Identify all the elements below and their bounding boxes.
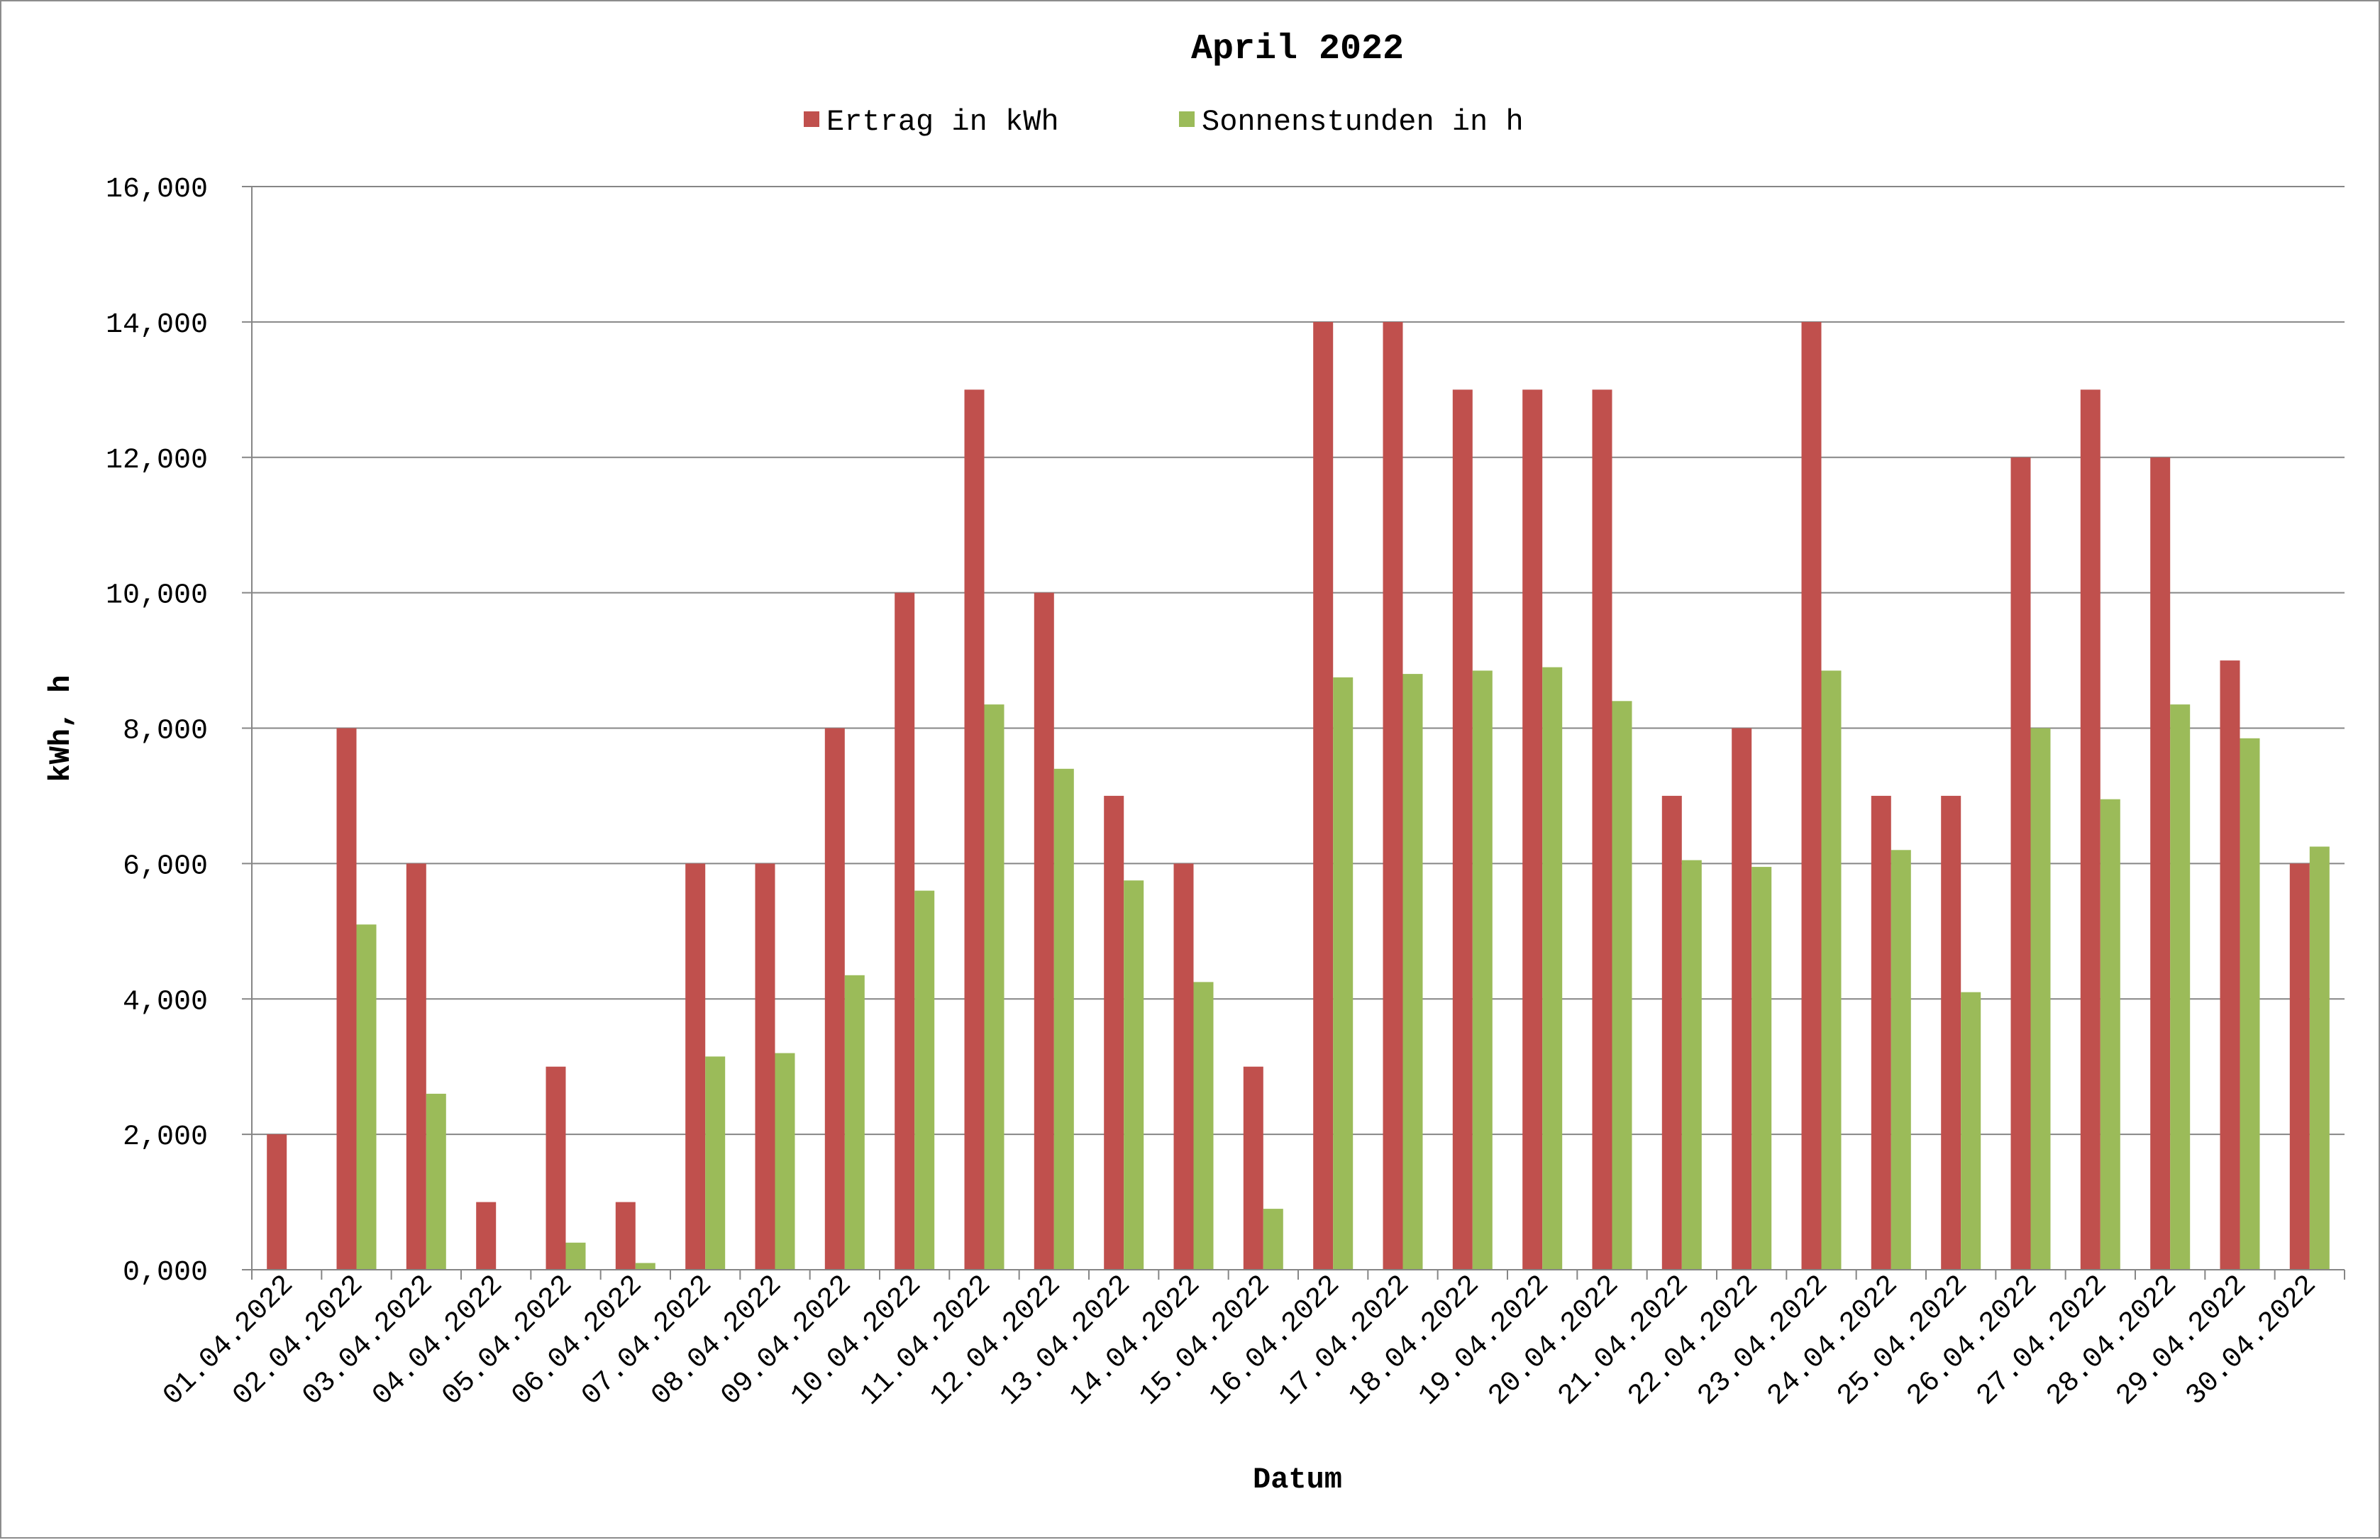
bar-ertrag-13 [1104, 795, 1124, 1270]
bar-ertrag-16 [1313, 321, 1334, 1270]
bar-ertrag-9 [824, 728, 845, 1270]
y-tick-label: 0,000 [123, 1257, 208, 1289]
bar-sonnenstunden-26 [2030, 728, 2051, 1270]
bar-sonnenstunden-5 [565, 1242, 586, 1270]
bar-ertrag-5 [546, 1066, 566, 1270]
bar-ertrag-30 [2289, 863, 2310, 1270]
bar-ertrag-14 [1173, 863, 1194, 1270]
bar-sonnenstunden-30 [2309, 846, 2330, 1270]
y-axis-title: kWh, h [44, 675, 78, 782]
bar-ertrag-24 [1871, 795, 1891, 1270]
x-axis-ticks: 01.04.202202.04.202203.04.202204.04.2022… [157, 1269, 2345, 1412]
gridlines [252, 186, 2345, 1136]
legend-label-ertrag: Ertrag in kWh [826, 105, 1059, 139]
bar-ertrag-4 [476, 1202, 497, 1270]
bar-sonnenstunden-28 [2170, 704, 2191, 1270]
bar-sonnenstunden-22 [1751, 867, 1772, 1270]
bar-ertrag-23 [1801, 321, 1822, 1270]
x-axis-title: Datum [1253, 1463, 1342, 1497]
bar-ertrag-21 [1661, 795, 1682, 1270]
bar-ertrag-26 [2010, 457, 2031, 1270]
bar-ertrag-3 [406, 863, 426, 1270]
y-tick-label: 8,000 [123, 716, 208, 748]
bar-ertrag-29 [2220, 660, 2240, 1270]
bar-sonnenstunden-16 [1333, 677, 1354, 1270]
bar-ertrag-1 [267, 1134, 287, 1270]
bar-ertrag-19 [1522, 389, 1543, 1270]
bar-sonnenstunden-9 [844, 975, 865, 1270]
bar-ertrag-8 [755, 863, 775, 1270]
legend-swatch-sonnenstunden [1179, 111, 1195, 127]
bar-ertrag-27 [2080, 389, 2101, 1270]
y-tick-label: 4,000 [123, 986, 208, 1018]
legend: Ertrag in kWh Sonnenstunden in h [804, 105, 1524, 139]
bar-sonnenstunden-19 [1542, 667, 1563, 1270]
bar-sonnenstunden-20 [1612, 701, 1632, 1270]
bar-sonnenstunden-15 [1263, 1209, 1283, 1270]
chart-title: April 2022 [1191, 29, 1404, 70]
bar-sonnenstunden-10 [914, 890, 935, 1270]
bar-ertrag-10 [895, 592, 915, 1270]
bar-ertrag-15 [1243, 1066, 1263, 1270]
bar-sonnenstunden-29 [2240, 738, 2260, 1270]
bar-sonnenstunden-8 [775, 1053, 795, 1270]
bar-sonnenstunden-13 [1124, 880, 1144, 1270]
bar-sonnenstunden-24 [1891, 850, 1911, 1270]
y-tick-label: 14,000 [106, 309, 208, 341]
bar-sonnenstunden-14 [1193, 982, 1214, 1270]
bar-sonnenstunden-23 [1821, 670, 1842, 1270]
bars [267, 321, 2330, 1270]
bar-sonnenstunden-7 [705, 1056, 726, 1270]
bar-ertrag-17 [1383, 321, 1403, 1270]
bar-ertrag-22 [1732, 728, 1752, 1270]
bar-ertrag-25 [1941, 795, 1961, 1270]
y-tick-label: 10,000 [106, 580, 208, 612]
y-tick-label: 2,000 [123, 1121, 208, 1153]
bar-ertrag-11 [964, 389, 985, 1270]
bar-sonnenstunden-27 [2100, 799, 2120, 1270]
bar-ertrag-7 [685, 863, 706, 1270]
bar-sonnenstunden-11 [984, 704, 1004, 1270]
bar-ertrag-2 [336, 728, 357, 1270]
bar-sonnenstunden-17 [1402, 674, 1423, 1270]
bar-sonnenstunden-21 [1681, 860, 1702, 1270]
bar-sonnenstunden-2 [356, 924, 377, 1270]
legend-swatch-ertrag [804, 111, 819, 127]
bar-ertrag-20 [1592, 389, 1612, 1270]
bar-sonnenstunden-12 [1053, 768, 1074, 1270]
bar-sonnenstunden-18 [1472, 670, 1493, 1270]
y-tick-label: 12,000 [106, 445, 208, 477]
y-axis-ticks: 0,000 2,000 4,000 6,000 8,000 10,000 12,000 14,… [106, 174, 252, 1289]
bar-ertrag-12 [1034, 592, 1054, 1270]
y-tick-label: 16,000 [106, 174, 208, 206]
bar-ertrag-18 [1452, 389, 1473, 1270]
bar-sonnenstunden-6 [635, 1263, 655, 1270]
bar-sonnenstunden-3 [426, 1093, 446, 1270]
bar-ertrag-6 [615, 1202, 636, 1270]
legend-label-sonnenstunden: Sonnenstunden in h [1202, 105, 1524, 139]
bar-sonnenstunden-25 [1961, 992, 1981, 1270]
y-tick-label: 6,000 [123, 851, 208, 882]
bar-ertrag-28 [2150, 457, 2171, 1270]
